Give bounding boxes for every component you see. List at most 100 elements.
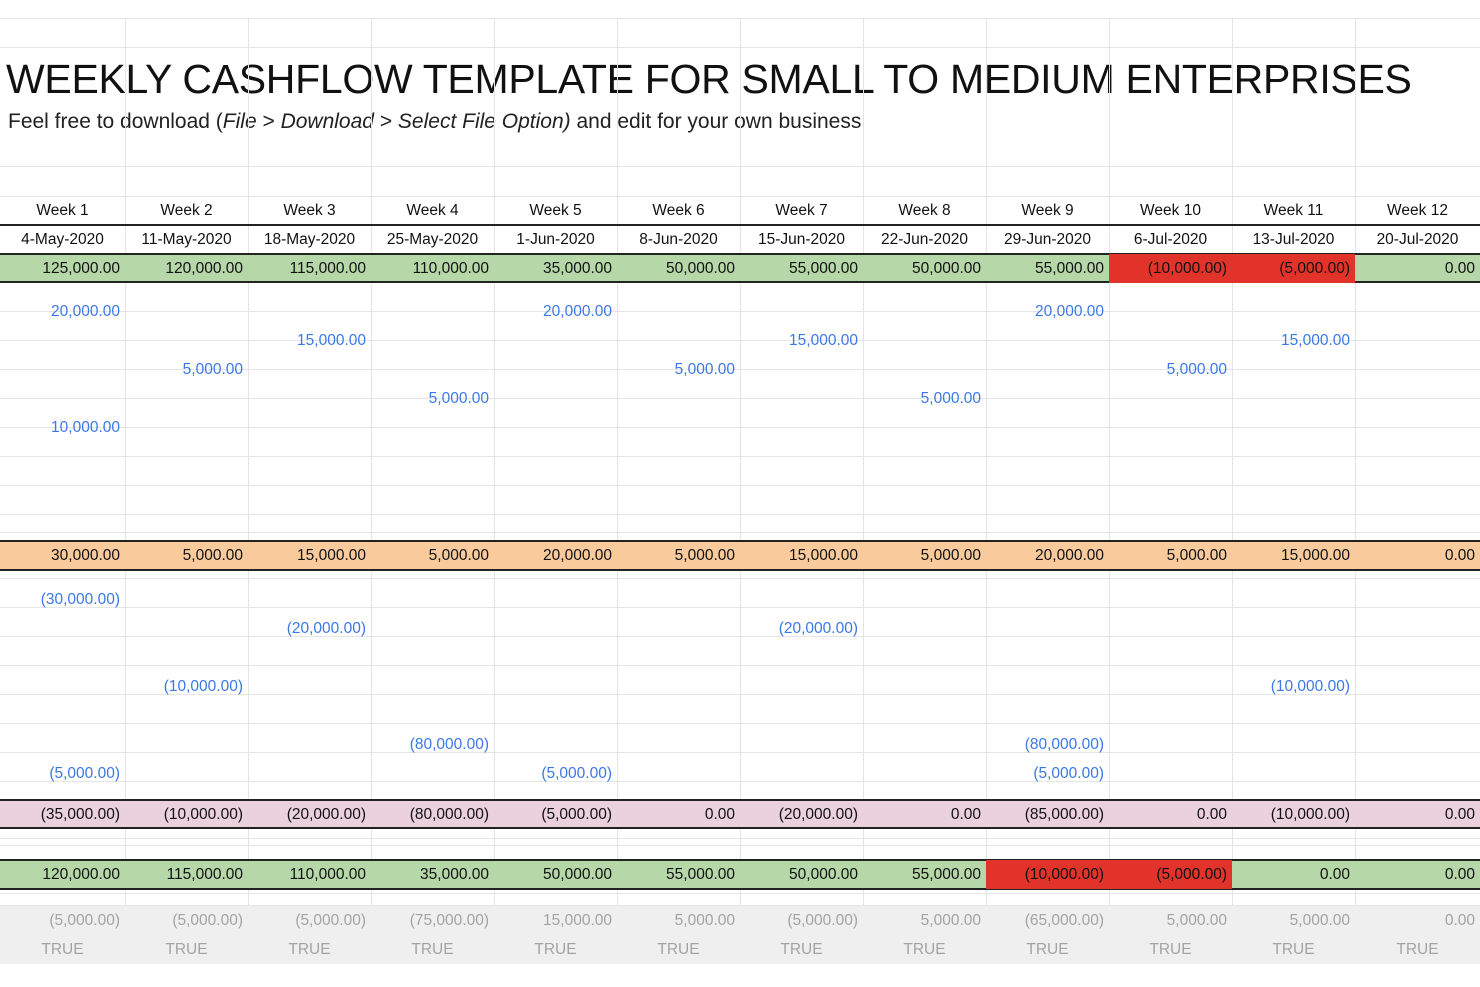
expense-5-week-2[interactable] (125, 701, 248, 730)
income-2-week-12[interactable] (1355, 326, 1480, 355)
expense-1-week-5[interactable] (494, 585, 617, 614)
expense-2-week-11[interactable] (1232, 614, 1355, 643)
income-5-week-1[interactable]: 10,000.00 (51, 419, 120, 436)
expense-3-week-6[interactable] (617, 643, 740, 672)
opening-balance-week-4[interactable]: 110,000.00 (412, 260, 489, 277)
week-header-week-5[interactable]: Week 5 (529, 202, 582, 219)
expense-6-week-8[interactable] (863, 730, 986, 759)
expense-7-week-5[interactable]: (5,000.00) (541, 765, 612, 782)
expense-4-week-2[interactable]: (10,000.00) (163, 678, 243, 695)
check-week-10[interactable]: TRUE (1149, 941, 1192, 958)
income-3-week-12[interactable] (1355, 355, 1480, 384)
expense-4-week-11[interactable]: (10,000.00) (1270, 678, 1350, 695)
expense-2-week-7[interactable]: (20,000.00) (778, 620, 858, 637)
week-header-week-8[interactable]: Week 8 (898, 202, 951, 219)
income-5-week-11[interactable] (1232, 413, 1355, 442)
income-4-week-6[interactable] (617, 384, 740, 413)
expense-7-week-1[interactable]: (5,000.00) (49, 765, 120, 782)
check-week-2[interactable]: TRUE (165, 941, 208, 958)
income-4-week-8[interactable]: 5,000.00 (920, 390, 981, 407)
expense-total-week-5[interactable]: (5,000.00) (541, 806, 612, 823)
expense-5-week-5[interactable] (494, 701, 617, 730)
income-1-week-12[interactable] (1355, 297, 1480, 326)
expense-3-week-1[interactable] (0, 643, 125, 672)
expense-1-week-11[interactable] (1232, 585, 1355, 614)
income-2-week-4[interactable] (371, 326, 494, 355)
opening-balance-week-12[interactable]: 0.00 (1444, 260, 1475, 277)
income-3-week-7[interactable] (740, 355, 863, 384)
expense-6-week-3[interactable] (248, 730, 371, 759)
opening-balance-week-1[interactable]: 125,000.00 (42, 260, 120, 277)
expense-5-week-4[interactable] (371, 701, 494, 730)
expense-6-week-1[interactable] (0, 730, 125, 759)
expense-3-week-12[interactable] (1355, 643, 1480, 672)
net-change-week-7[interactable]: (5,000.00) (787, 912, 858, 929)
income-3-week-1[interactable] (0, 355, 125, 384)
income-4-week-9[interactable] (986, 384, 1109, 413)
income-2-week-8[interactable] (863, 326, 986, 355)
expense-3-week-8[interactable] (863, 643, 986, 672)
income-3-week-10[interactable]: 5,000.00 (1166, 361, 1227, 378)
sheet-subtitle[interactable]: Feel free to download (File > Download >… (8, 110, 861, 134)
expense-6-week-10[interactable] (1109, 730, 1232, 759)
date-week-8[interactable]: 22-Jun-2020 (880, 231, 969, 248)
expense-4-week-7[interactable] (740, 672, 863, 701)
closing-balance-week-9[interactable]: (10,000.00) (986, 860, 1109, 889)
expense-5-week-9[interactable] (986, 701, 1109, 730)
closing-balance-week-4[interactable]: 35,000.00 (420, 866, 489, 883)
income-4-week-5[interactable] (494, 384, 617, 413)
date-week-7[interactable]: 15-Jun-2020 (757, 231, 846, 248)
net-change-week-1[interactable]: (5,000.00) (49, 912, 120, 929)
closing-balance-week-2[interactable]: 115,000.00 (166, 866, 243, 883)
expense-total-week-7[interactable]: (20,000.00) (778, 806, 858, 823)
income-4-week-1[interactable] (0, 384, 125, 413)
expense-1-week-6[interactable] (617, 585, 740, 614)
income-2-week-7[interactable]: 15,000.00 (789, 332, 858, 349)
check-week-11[interactable]: TRUE (1272, 941, 1315, 958)
expense-3-week-4[interactable] (371, 643, 494, 672)
expense-5-week-6[interactable] (617, 701, 740, 730)
expense-2-week-10[interactable] (1109, 614, 1232, 643)
date-week-10[interactable]: 6-Jul-2020 (1133, 231, 1208, 248)
expense-total-week-12[interactable]: 0.00 (1444, 806, 1475, 823)
expense-4-week-8[interactable] (863, 672, 986, 701)
expense-2-week-4[interactable] (371, 614, 494, 643)
week-header-week-4[interactable]: Week 4 (406, 202, 459, 219)
week-header-week-7[interactable]: Week 7 (775, 202, 828, 219)
expense-3-week-11[interactable] (1232, 643, 1355, 672)
expense-1-week-8[interactable] (863, 585, 986, 614)
check-week-7[interactable]: TRUE (780, 941, 823, 958)
expense-5-week-1[interactable] (0, 701, 125, 730)
income-3-week-3[interactable] (248, 355, 371, 384)
income-5-week-4[interactable] (371, 413, 494, 442)
expense-6-week-5[interactable] (494, 730, 617, 759)
opening-balance-week-8[interactable]: 50,000.00 (912, 260, 981, 277)
net-change-week-11[interactable]: 5,000.00 (1289, 912, 1350, 929)
expense-2-week-1[interactable] (0, 614, 125, 643)
date-week-9[interactable]: 29-Jun-2020 (1003, 231, 1092, 248)
income-total-week-12[interactable]: 0.00 (1444, 547, 1475, 564)
expense-1-week-3[interactable] (248, 585, 371, 614)
expense-4-week-12[interactable] (1355, 672, 1480, 701)
opening-balance-week-10[interactable]: (10,000.00) (1109, 254, 1232, 283)
expense-2-week-2[interactable] (125, 614, 248, 643)
income-2-week-1[interactable] (0, 326, 125, 355)
income-1-week-1[interactable]: 20,000.00 (51, 303, 120, 320)
closing-balance-week-12[interactable]: 0.00 (1444, 866, 1475, 883)
income-3-week-9[interactable] (986, 355, 1109, 384)
net-change-week-12[interactable]: 0.00 (1444, 912, 1475, 929)
expense-3-week-7[interactable] (740, 643, 863, 672)
expense-7-week-11[interactable] (1232, 759, 1355, 788)
opening-balance-week-3[interactable]: 115,000.00 (289, 260, 366, 277)
check-week-6[interactable]: TRUE (657, 941, 700, 958)
week-header-week-3[interactable]: Week 3 (283, 202, 336, 219)
income-total-week-7[interactable]: 15,000.00 (789, 547, 858, 564)
income-total-week-2[interactable]: 5,000.00 (182, 547, 243, 564)
income-total-week-3[interactable]: 15,000.00 (297, 547, 366, 564)
income-5-week-12[interactable] (1355, 413, 1480, 442)
expense-4-week-3[interactable] (248, 672, 371, 701)
net-change-week-10[interactable]: 5,000.00 (1166, 912, 1227, 929)
expense-6-week-4[interactable]: (80,000.00) (409, 736, 489, 753)
date-week-2[interactable]: 11-May-2020 (141, 231, 232, 248)
income-3-week-8[interactable] (863, 355, 986, 384)
